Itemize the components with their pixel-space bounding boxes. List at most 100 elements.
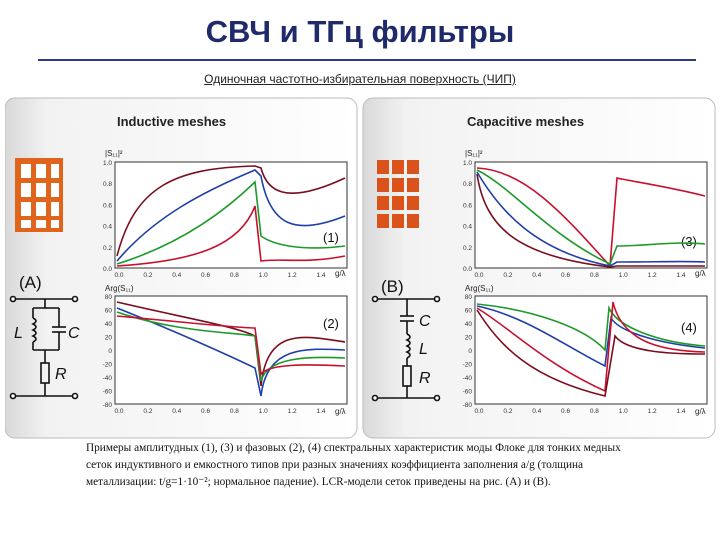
y-tick-label: 80 — [105, 294, 113, 301]
y-tick-label: -80 — [103, 402, 113, 409]
label-C-A: C — [68, 325, 80, 342]
spectral-curve — [116, 180, 346, 265]
y-tick-label: -40 — [463, 375, 473, 382]
plot-2-label: (2) — [323, 316, 339, 331]
x-tick-label: 1.0 — [259, 272, 268, 279]
spectral-curve — [476, 305, 706, 368]
inductive-mesh-illustration — [15, 158, 63, 232]
x-tick-label: 0.4 — [172, 408, 181, 415]
plot-3-label: (3) — [681, 234, 697, 249]
x-tick-label: 0.2 — [503, 272, 512, 279]
y-tick-label: 0.4 — [103, 224, 112, 231]
spectral-curve — [116, 307, 346, 397]
y-tick-label: 0.8 — [103, 181, 112, 188]
label-C-B: C — [419, 313, 431, 330]
spectral-curve — [476, 303, 706, 352]
spectral-curve — [476, 173, 705, 268]
x-tick-label: 0.2 — [143, 408, 152, 415]
y-tick-label: 0.6 — [463, 202, 472, 209]
lcr-circuit-A — [9, 295, 79, 400]
x-tick-label: 1.2 — [288, 272, 297, 279]
label-L-B: L — [419, 341, 428, 358]
plot-1-ylabel: |S₁₁|² — [105, 149, 123, 158]
y-tick-label: 0.0 — [103, 266, 112, 273]
y-tick-label: 40 — [105, 321, 113, 328]
y-tick-label: 80 — [465, 294, 473, 301]
x-tick-label: 0.4 — [172, 272, 181, 279]
x-tick-label: 1.4 — [676, 272, 685, 279]
x-tick-label: 1.2 — [648, 272, 657, 279]
y-tick-label: 40 — [465, 321, 473, 328]
x-tick-label: 0.8 — [590, 408, 599, 415]
right-panel-title: Capacitive meshes — [467, 114, 584, 129]
plot-4-frame — [474, 295, 708, 405]
x-tick-label: 1.4 — [676, 408, 685, 415]
plot-3-xlabel: g/λ — [695, 269, 706, 278]
spectral-curve — [476, 169, 706, 266]
label-R-A: R — [55, 366, 67, 383]
x-tick-label: 1.2 — [648, 408, 657, 415]
plot-3-frame — [474, 161, 708, 269]
plot-4-ylabel: Arg(S₁₁) — [465, 284, 494, 293]
x-tick-label: 1.4 — [316, 408, 325, 415]
y-tick-label: -20 — [103, 362, 113, 369]
y-tick-label: 1.0 — [463, 160, 472, 167]
left-panel-title: Inductive meshes — [117, 114, 226, 129]
lcr-circuit-B — [371, 295, 441, 402]
y-tick-label: 60 — [465, 308, 473, 315]
capacitive-mesh-illustration — [377, 160, 419, 228]
spectral-curve — [116, 311, 346, 382]
spectral-curve — [116, 169, 346, 262]
x-tick-label: 1.0 — [259, 408, 268, 415]
y-tick-label: 20 — [105, 335, 113, 342]
y-tick-label: 60 — [105, 308, 113, 315]
spectral-curve — [476, 171, 706, 267]
y-tick-label: 20 — [465, 335, 473, 342]
spectral-curve — [476, 301, 706, 393]
x-tick-label: 0.8 — [230, 272, 239, 279]
title-divider — [38, 59, 696, 61]
y-tick-label: -80 — [463, 402, 473, 409]
plot-2-ylabel: Arg(S₁₁) — [105, 284, 134, 293]
x-tick-label: 0.6 — [201, 272, 210, 279]
y-tick-label: 0.2 — [103, 245, 112, 252]
y-tick-label: 1.0 — [103, 160, 112, 167]
y-tick-label: 0.2 — [463, 245, 472, 252]
x-tick-label: 1.4 — [316, 272, 325, 279]
y-tick-label: -40 — [103, 375, 113, 382]
x-tick-label: 0.8 — [590, 272, 599, 279]
x-tick-label: 0.4 — [532, 272, 541, 279]
x-tick-label: 0.0 — [114, 408, 123, 415]
label-B: (B) — [381, 277, 404, 296]
x-tick-label: 0.6 — [201, 408, 210, 415]
x-tick-label: 1.0 — [619, 408, 628, 415]
y-tick-label: 0.8 — [463, 181, 472, 188]
plot-1-xlabel: g/λ — [335, 269, 346, 278]
x-tick-label: 0.0 — [114, 272, 123, 279]
spectral-curve — [476, 309, 706, 397]
plot-4-label: (4) — [681, 320, 697, 335]
plot-3-ylabel: |S₁₁|² — [465, 149, 483, 158]
slide-title: СВЧ и ТГц фильтры — [205, 14, 515, 49]
slide-subtitle: Одиночная частотно-избирательная поверхн… — [204, 72, 516, 86]
spectral-curve — [116, 315, 346, 376]
plot-1-label: (1) — [323, 230, 339, 245]
y-tick-label: 0.4 — [463, 224, 472, 231]
x-tick-label: 0.0 — [474, 272, 483, 279]
plot-4-xlabel: g/λ — [695, 407, 706, 416]
spectral-curve — [476, 167, 706, 268]
x-tick-label: 0.0 — [474, 408, 483, 415]
figure-caption: Примеры амплитудных (1), (3) и фазовых (… — [86, 442, 621, 488]
y-tick-label: 0 — [468, 348, 472, 355]
x-tick-label: 1.0 — [619, 272, 628, 279]
plot-2-xlabel: g/λ — [335, 407, 346, 416]
y-tick-label: 0.6 — [103, 202, 112, 209]
label-L-A: L — [14, 325, 23, 342]
x-tick-label: 0.6 — [561, 408, 570, 415]
x-tick-label: 0.6 — [561, 272, 570, 279]
x-tick-label: 0.4 — [532, 408, 541, 415]
label-A: (A) — [19, 273, 42, 292]
y-tick-label: -20 — [463, 362, 473, 369]
y-tick-label: -60 — [463, 389, 473, 396]
x-tick-label: 0.2 — [143, 272, 152, 279]
